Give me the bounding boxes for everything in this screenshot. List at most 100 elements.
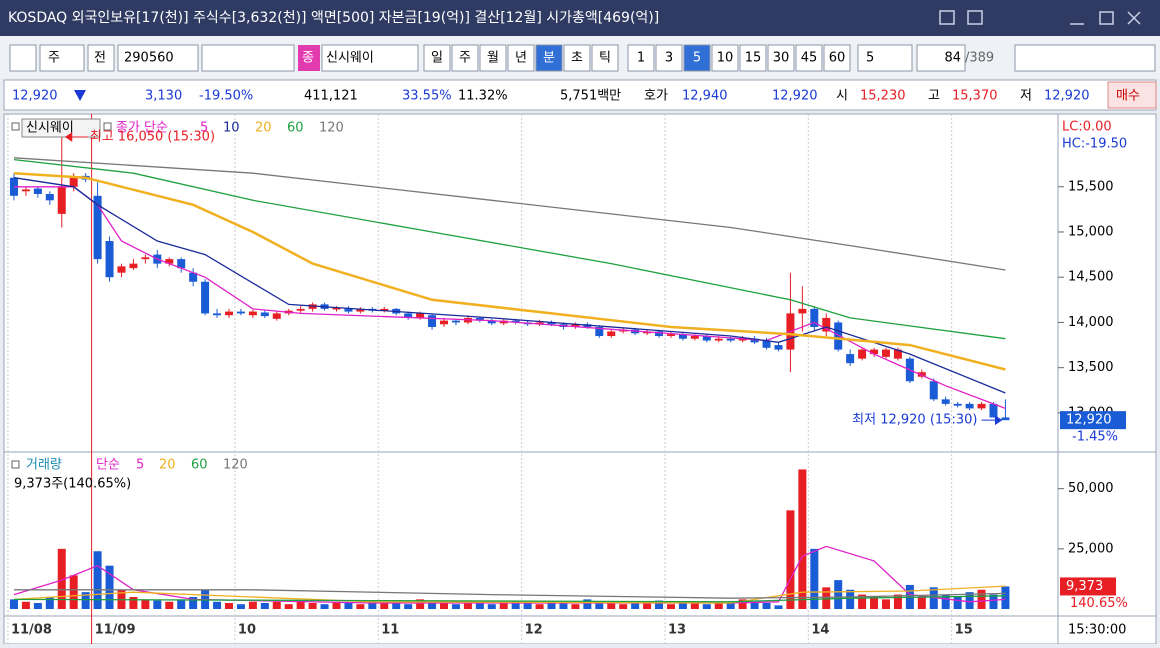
volume-bar (523, 602, 532, 609)
period-button[interactable] (451, 44, 479, 72)
candle-body (451, 320, 460, 323)
candle-body (416, 313, 425, 318)
volume-bar (224, 602, 233, 609)
candle-body (547, 322, 556, 325)
interval-button[interactable] (627, 44, 655, 72)
volume-bar (153, 600, 162, 609)
candle-body (33, 188, 42, 194)
candle-body (356, 308, 365, 312)
volume-bar (559, 602, 568, 609)
candle-body (177, 259, 186, 269)
candle-body (917, 372, 926, 377)
volume-bar (750, 601, 759, 609)
volume-bar (666, 604, 675, 609)
type-button[interactable] (87, 44, 115, 72)
time-label: 15:30:00 (1068, 623, 1126, 638)
volume-bar (33, 602, 42, 609)
name-box[interactable] (321, 44, 419, 72)
interval-button[interactable] (655, 44, 683, 72)
candle-body (475, 317, 484, 321)
market-button[interactable] (39, 44, 85, 72)
period-button[interactable] (423, 44, 451, 72)
ma-line (13, 177, 1006, 394)
volume-bar (917, 596, 926, 609)
price: 12,920 (12, 89, 58, 104)
x-tick-label: 13 (668, 623, 686, 638)
y-tick-label: 14,000 (1068, 315, 1114, 330)
period-button[interactable] (479, 44, 507, 72)
candle-body (296, 308, 305, 311)
candle-body (344, 307, 353, 312)
interval-button[interactable] (739, 44, 767, 72)
candle-body (738, 338, 747, 341)
candle-body (248, 311, 257, 316)
period-button[interactable] (507, 44, 535, 72)
volume-bar (511, 600, 520, 609)
volume-bar (428, 601, 437, 609)
candle-body (595, 326, 604, 337)
volume-bar (344, 602, 353, 609)
volume-bar (356, 604, 365, 609)
volume-bar (881, 599, 890, 609)
open-label: 시 (836, 89, 848, 104)
candle-body (571, 324, 580, 327)
candle-body (428, 315, 437, 327)
period-button[interactable] (535, 44, 563, 72)
volume-bar (296, 600, 305, 609)
volume-bar (547, 601, 556, 609)
period-button[interactable] (563, 44, 591, 72)
tool-buttons[interactable] (201, 44, 295, 72)
legend-entry: 120 (319, 121, 344, 136)
interval-button[interactable] (795, 44, 823, 72)
candle-body (941, 399, 950, 404)
legend-entry: 5 (136, 458, 144, 473)
volume-bar (404, 604, 413, 609)
candle-body (977, 403, 986, 409)
open: 15,230 (860, 89, 906, 104)
icon-button[interactable] (9, 44, 37, 72)
x-tick-label: 11 (381, 623, 399, 638)
volume-bar (631, 601, 640, 609)
volume-bar (834, 580, 843, 609)
volume-bar (690, 601, 699, 609)
interval-button[interactable] (683, 44, 711, 72)
volume-bar (858, 594, 867, 609)
period-text: 분 (543, 51, 555, 66)
change: 3,130 (145, 89, 182, 104)
legend-icon (11, 460, 20, 469)
volume-bar (595, 601, 604, 609)
legend-name-box (21, 118, 101, 138)
legend-entry: 10 (223, 121, 240, 136)
candle-body (69, 177, 78, 187)
volume-bar (977, 589, 986, 609)
count-input[interactable] (916, 44, 966, 72)
annotation-arrow (981, 415, 1003, 426)
volume-bar (272, 601, 281, 609)
change-label: -1.45% (1072, 430, 1118, 445)
volume-bar (893, 594, 902, 609)
high-label: 고 (928, 89, 940, 104)
period-button[interactable] (591, 44, 619, 72)
volume-bar (368, 600, 377, 609)
code-input[interactable] (117, 44, 199, 72)
tool-icons[interactable] (1014, 44, 1156, 72)
legend-ma-label: 단순 (96, 458, 120, 473)
count-select[interactable] (857, 44, 913, 72)
volume-bar (93, 551, 102, 609)
volume-bar (822, 587, 831, 609)
interval-button[interactable] (767, 44, 795, 72)
volume-bar (45, 596, 54, 609)
legend-entry: 5 (200, 121, 208, 136)
candle-body (929, 381, 938, 400)
candle-body (690, 336, 699, 339)
candle-body (129, 263, 138, 269)
buy-button[interactable] (1107, 81, 1157, 109)
interval-text: 3 (665, 51, 673, 66)
interval-text: 30 (773, 51, 790, 66)
candle-body (666, 334, 675, 337)
interval-button[interactable] (823, 44, 851, 72)
interval-button[interactable] (711, 44, 739, 72)
ma-line (13, 545, 1006, 604)
candle-body (893, 349, 902, 359)
